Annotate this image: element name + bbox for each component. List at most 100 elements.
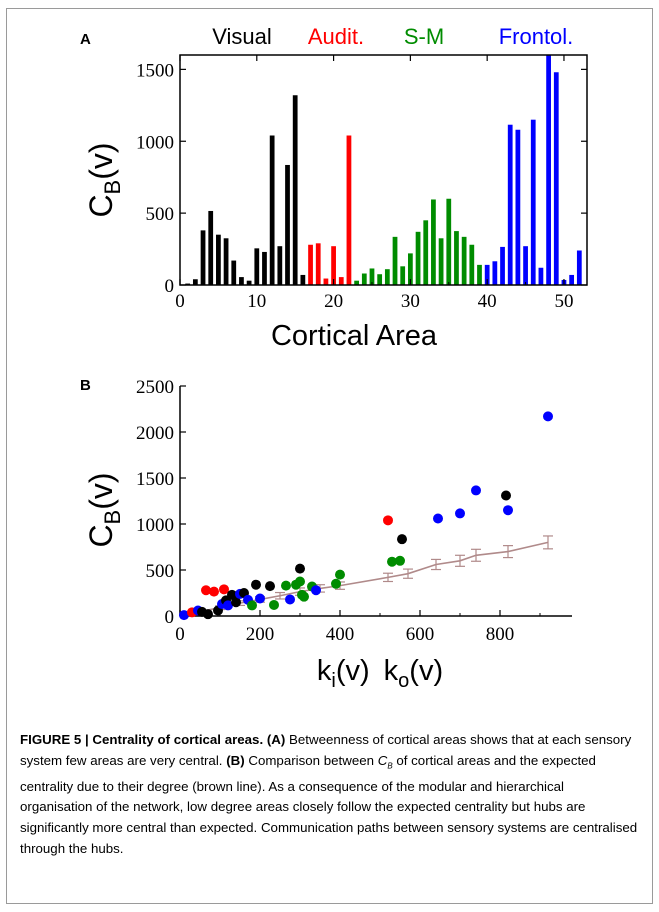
scatter-point [255,593,265,604]
bar [315,243,321,285]
bar [300,274,306,285]
panel-a-y-axis-label: CB(v) [83,142,125,217]
scatter-point [269,599,279,610]
bar [400,266,406,285]
panel-a-group-labels: Visual Audit. S-M Frontol. [212,24,573,49]
panel-b-scatter-chart: B 0 500 1000 1500 2000 2500 0 200 400 600 800 CB(v… [80,377,572,692]
caption-b-label: (B) [226,752,245,768]
bar [216,234,221,285]
scatter-point [543,411,553,422]
bar [407,253,413,285]
figure-frame [6,8,653,904]
bar [277,246,283,285]
caption-a-label: (A) [266,732,286,747]
bar [223,238,229,285]
bar [262,251,267,285]
caption-b-text-1: Comparison between [248,752,375,768]
x-tick-label: 50 [554,291,573,312]
bar [553,72,559,285]
scatter-point [247,600,257,611]
caption-b-text-2: of cortical areas and the expected centr… [20,752,638,856]
panel-a-bars [185,55,582,285]
bar [431,199,436,285]
x-tick-label: 40 [478,291,497,312]
bar [338,277,344,285]
bar [208,210,214,285]
bar [192,279,198,285]
bar [507,124,513,285]
bar [523,246,528,285]
scatter-point [501,490,511,501]
scatter-point [395,555,405,566]
y-tick-label: 2500 [136,377,174,398]
bar [461,236,467,285]
panel-b-x-axis-label: ki(v) ko(v) [317,655,443,692]
bar [384,269,390,285]
y-tick-label: 0 [165,607,175,628]
scatter-point [311,585,321,596]
bar [569,274,575,285]
scatter-point [281,580,291,591]
y-tick-label: 1000 [136,132,174,153]
scatter-point [433,513,443,524]
scatter-point [285,594,295,605]
x-tick-label: 30 [401,291,420,312]
group-label: Frontol. [499,24,574,49]
bar [423,220,429,285]
bar [576,250,582,285]
x-tick-label: 600 [406,624,435,645]
bar [254,248,260,285]
bar [200,230,206,285]
panel-b-points [179,411,553,621]
y-tick-label: 500 [146,561,175,582]
scatter-point [231,597,241,608]
figure-svg: A Visual Audit. S-M Frontol. 0 10 20 30 40 50050… [80,24,588,692]
bar [346,135,352,285]
scatter-point [335,569,345,580]
x-tick-label: 200 [246,624,275,645]
caption-cb-symbol: CB [377,752,393,771]
bar [454,231,459,285]
panel-a-x-axis-label: Cortical Area [271,320,438,352]
panel-a-bar-chart: A Visual Audit. S-M Frontol. 0 10 20 30 40 50050… [80,24,588,352]
group-label: S-M [404,24,444,49]
group-label: Audit. [308,24,364,49]
group-label: Visual [212,24,272,49]
scatter-point [295,576,305,587]
bar [239,277,244,285]
x-tick-label: 10 [247,291,266,312]
panel-a-plot-frame [179,54,588,286]
panel-b-axes: 0 500 1000 1500 2000 2500 0 200 400 600 800 [136,377,572,645]
y-tick-label: 1000 [136,515,174,536]
bar [323,278,329,285]
bar [231,260,237,285]
bar [492,261,498,285]
y-tick-label: 0 [165,276,175,297]
scatter-point [203,609,213,620]
bar [438,238,444,285]
scatter-point [455,508,465,519]
scatter-point [265,581,275,592]
bar [361,273,367,285]
figure-caption: FIGURE 5 | Centrality of cortical areas.… [20,730,640,859]
scatter-point [383,515,393,526]
bar [285,164,290,285]
bar [392,236,398,285]
caption-a-text: Betweenness of cortical areas shows that… [20,732,632,768]
panel-b-y-axis-label: CB(v) [83,472,125,547]
bar [530,119,536,285]
panel-a-label: A [80,31,91,48]
scatter-point [223,600,233,611]
bar [292,95,298,285]
y-tick-label: 1500 [136,469,174,490]
scatter-point [219,584,229,595]
bar [515,129,521,285]
panel-b-label: B [80,377,91,394]
bar [331,246,336,285]
bar [538,267,544,285]
bar [500,246,505,285]
bar [546,55,551,285]
caption-title: FIGURE 5 | Centrality of cortical areas. [20,732,264,747]
scatter-point [503,505,513,516]
bar [269,135,275,285]
